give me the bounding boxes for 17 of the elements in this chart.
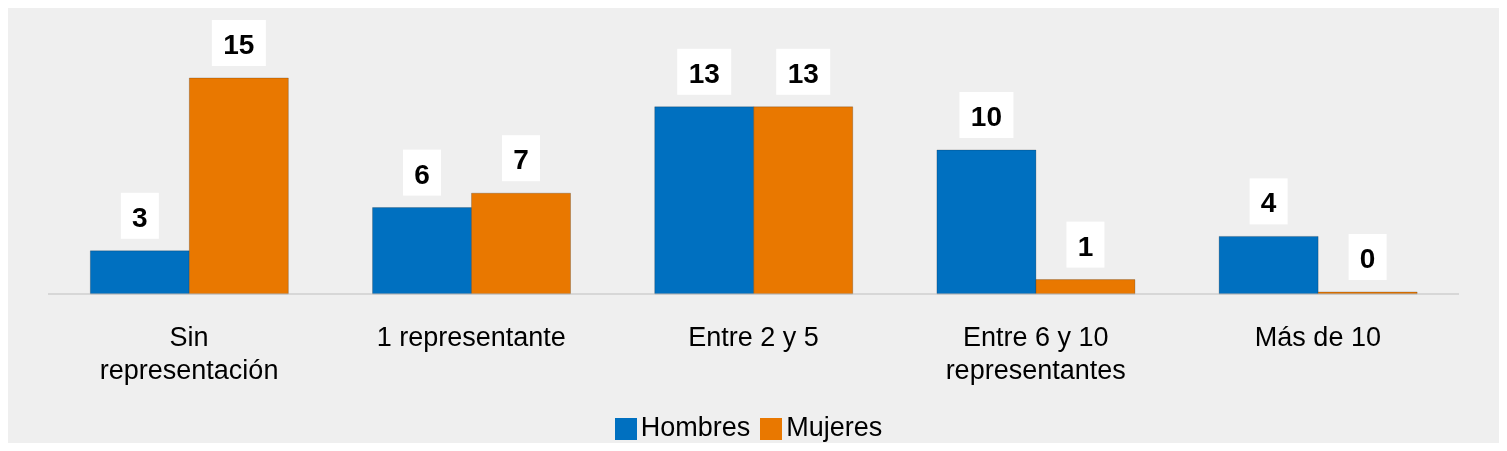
- x-tick-label: Sin representación: [99, 322, 279, 385]
- x-tick-label: Entre 6 y 10 representantes: [945, 322, 1126, 385]
- data-label: 13: [688, 57, 720, 89]
- x-tick-label: 1 representante: [376, 322, 566, 352]
- x-tick-label: Más de 10: [1254, 322, 1381, 352]
- data-label: 13: [787, 57, 819, 89]
- data-label: 10: [970, 101, 1003, 132]
- legend-label: Hombres: [640, 412, 751, 442]
- x-tick-label: Entre 2 y 5: [688, 322, 819, 352]
- data-label: 6: [414, 158, 430, 190]
- legend-label: Mujeres: [786, 412, 883, 442]
- data-label: 15: [223, 29, 255, 60]
- data-label: 7: [513, 144, 529, 176]
- data-label: 0: [1359, 243, 1376, 274]
- data-label: 3: [132, 201, 148, 233]
- data-label: 1: [1077, 230, 1094, 262]
- data-label: 4: [1260, 187, 1277, 219]
